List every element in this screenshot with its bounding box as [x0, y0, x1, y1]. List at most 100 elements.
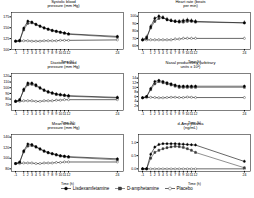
- svg-text:24: 24: [115, 112, 119, 116]
- svg-text:1: 1: [23, 51, 25, 55]
- svg-text:3: 3: [31, 173, 33, 177]
- svg-text:1: 1: [23, 112, 25, 116]
- svg-text:-1: -1: [141, 51, 144, 55]
- svg-text:80: 80: [132, 29, 136, 33]
- svg-text:4: 4: [134, 99, 136, 103]
- svg-text:12: 12: [132, 81, 136, 85]
- svg-text:8: 8: [178, 112, 180, 116]
- svg-text:8: 8: [51, 51, 53, 55]
- svg-text:9: 9: [182, 51, 184, 55]
- svg-text:6: 6: [170, 51, 172, 55]
- svg-text:3: 3: [158, 112, 160, 116]
- svg-text:8: 8: [134, 90, 136, 94]
- svg-text:2: 2: [27, 173, 29, 177]
- svg-text:14: 14: [132, 76, 136, 80]
- svg-text:9: 9: [55, 173, 57, 177]
- svg-text:7: 7: [47, 173, 49, 177]
- svg-text:2: 2: [27, 112, 29, 116]
- svg-text:4: 4: [162, 173, 164, 177]
- svg-text:Time (h): Time (h): [188, 182, 201, 186]
- svg-text:5: 5: [39, 112, 41, 116]
- svg-text:4: 4: [35, 112, 37, 116]
- svg-text:6: 6: [43, 173, 45, 177]
- svg-text:1.0: 1.0: [131, 141, 136, 145]
- svg-text:2: 2: [134, 104, 136, 108]
- svg-text:60: 60: [132, 44, 136, 48]
- svg-text:7: 7: [174, 112, 176, 116]
- svg-text:3: 3: [158, 51, 160, 55]
- svg-text:2: 2: [27, 51, 29, 55]
- svg-text:-1: -1: [14, 112, 17, 116]
- svg-text:3: 3: [31, 51, 33, 55]
- svg-text:24: 24: [242, 51, 246, 55]
- svg-text:175: 175: [3, 15, 9, 19]
- svg-text:5: 5: [166, 51, 168, 55]
- svg-text:100: 100: [3, 48, 9, 52]
- svg-text:12: 12: [67, 112, 71, 116]
- svg-text:9: 9: [55, 112, 57, 116]
- svg-text:80: 80: [5, 167, 9, 171]
- svg-text:5: 5: [166, 112, 168, 116]
- svg-text:12: 12: [194, 173, 198, 177]
- svg-text:6: 6: [43, 51, 45, 55]
- svg-text:2: 2: [154, 173, 156, 177]
- svg-text:12: 12: [194, 112, 198, 116]
- svg-text:-1: -1: [141, 112, 144, 116]
- svg-text:8: 8: [178, 51, 180, 55]
- svg-text:5: 5: [39, 173, 41, 177]
- svg-text:5: 5: [166, 173, 168, 177]
- svg-text:6: 6: [43, 112, 45, 116]
- svg-text:24: 24: [115, 51, 119, 55]
- svg-text:24: 24: [242, 112, 246, 116]
- svg-text:120: 120: [3, 74, 9, 78]
- svg-text:12: 12: [67, 173, 71, 177]
- svg-text:90: 90: [132, 22, 136, 26]
- svg-text:4: 4: [162, 51, 164, 55]
- svg-text:7: 7: [47, 112, 49, 116]
- svg-text:80: 80: [5, 97, 9, 101]
- svg-text:9: 9: [182, 173, 184, 177]
- svg-text:1: 1: [150, 112, 152, 116]
- svg-text:6: 6: [170, 112, 172, 116]
- svg-text:0.0: 0.0: [131, 167, 136, 171]
- svg-text:-1: -1: [14, 173, 17, 177]
- svg-text:100: 100: [3, 86, 9, 90]
- svg-text:7: 7: [47, 51, 49, 55]
- svg-text:0.5: 0.5: [131, 154, 136, 158]
- svg-text:3: 3: [158, 173, 160, 177]
- svg-text:1: 1: [150, 51, 152, 55]
- svg-text:2: 2: [154, 112, 156, 116]
- svg-text:8: 8: [178, 173, 180, 177]
- svg-text:110: 110: [4, 80, 10, 84]
- svg-text:5: 5: [39, 51, 41, 55]
- svg-text:2: 2: [154, 51, 156, 55]
- svg-text:12: 12: [67, 51, 71, 55]
- svg-text:7: 7: [174, 173, 176, 177]
- svg-text:24: 24: [242, 173, 246, 177]
- svg-text:150: 150: [3, 26, 9, 30]
- svg-text:9: 9: [55, 51, 57, 55]
- svg-text:100: 100: [3, 156, 9, 160]
- svg-text:4: 4: [162, 112, 164, 116]
- svg-text:7: 7: [174, 51, 176, 55]
- svg-text:8: 8: [51, 112, 53, 116]
- svg-text:Time (h): Time (h): [61, 182, 74, 186]
- svg-text:100: 100: [130, 14, 136, 18]
- svg-text:10: 10: [132, 85, 136, 89]
- svg-text:4: 4: [35, 173, 37, 177]
- svg-text:-1: -1: [141, 173, 144, 177]
- svg-text:125: 125: [3, 37, 9, 41]
- svg-text:6: 6: [170, 173, 172, 177]
- svg-text:4: 4: [35, 51, 37, 55]
- svg-text:9: 9: [182, 112, 184, 116]
- svg-text:1: 1: [23, 173, 25, 177]
- svg-text:8: 8: [51, 173, 53, 177]
- svg-text:-1: -1: [14, 51, 17, 55]
- svg-text:70: 70: [5, 103, 9, 107]
- svg-text:6: 6: [134, 95, 136, 99]
- svg-text:140: 140: [3, 135, 9, 139]
- svg-text:12: 12: [194, 51, 198, 55]
- svg-text:70: 70: [132, 37, 136, 41]
- svg-text:1: 1: [150, 173, 152, 177]
- svg-text:3: 3: [31, 112, 33, 116]
